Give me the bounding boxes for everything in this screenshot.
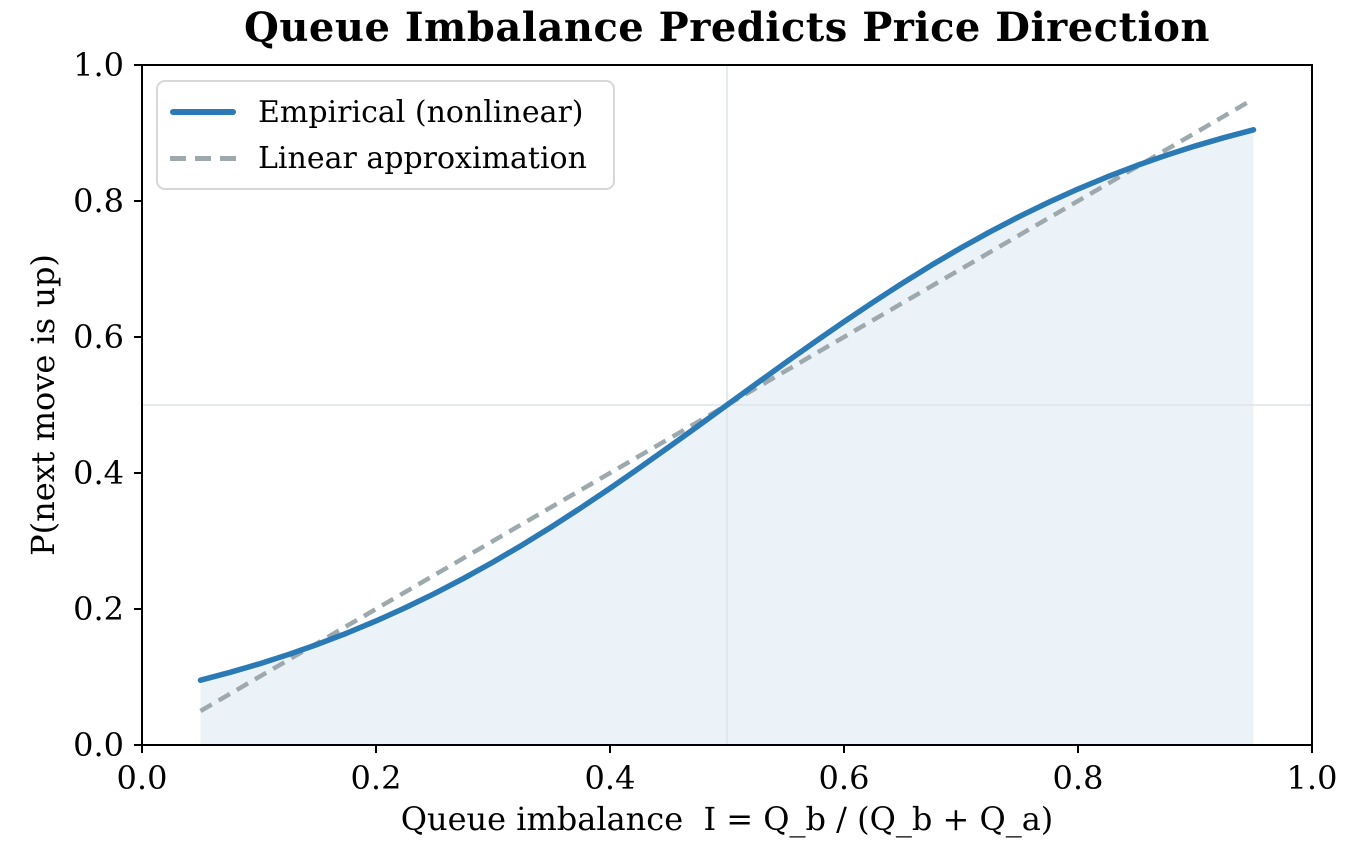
- y-tick-label: 0.8: [73, 182, 124, 220]
- legend-label-linear: Linear approximation: [258, 140, 587, 176]
- legend: Empirical (nonlinear) Linear approximati…: [156, 80, 615, 190]
- x-tick-label: 1.0: [1286, 759, 1338, 797]
- x-tick-label: 0.4: [584, 759, 636, 797]
- x-tick-label: 0.2: [350, 759, 402, 797]
- chart-title: Queue Imbalance Predicts Price Direction: [244, 4, 1210, 51]
- y-axis-label: P(next move is up): [24, 254, 62, 556]
- x-tick-label: 0.0: [116, 759, 168, 797]
- y-tick-label: 0.6: [73, 318, 124, 356]
- dashed-line-swatch: [170, 155, 236, 161]
- plot-area: Empirical (nonlinear) Linear approximati…: [134, 64, 1313, 753]
- y-tick-label: 1.0: [73, 46, 124, 84]
- legend-item-empirical: Empirical (nonlinear): [170, 90, 587, 134]
- x-tick-label: 0.6: [818, 759, 870, 797]
- x-tick-label: 0.8: [1052, 759, 1104, 797]
- y-tick-label: 0.0: [73, 726, 124, 764]
- chart-canvas: [134, 64, 1313, 753]
- x-axis-label: Queue imbalance I = Q_b / (Q_b + Q_a): [400, 800, 1054, 838]
- legend-item-linear: Linear approximation: [170, 136, 587, 180]
- y-tick-label: 0.4: [73, 454, 124, 492]
- solid-line-swatch: [170, 109, 236, 115]
- y-tick-label: 0.2: [73, 590, 124, 628]
- legend-label-empirical: Empirical (nonlinear): [258, 94, 584, 130]
